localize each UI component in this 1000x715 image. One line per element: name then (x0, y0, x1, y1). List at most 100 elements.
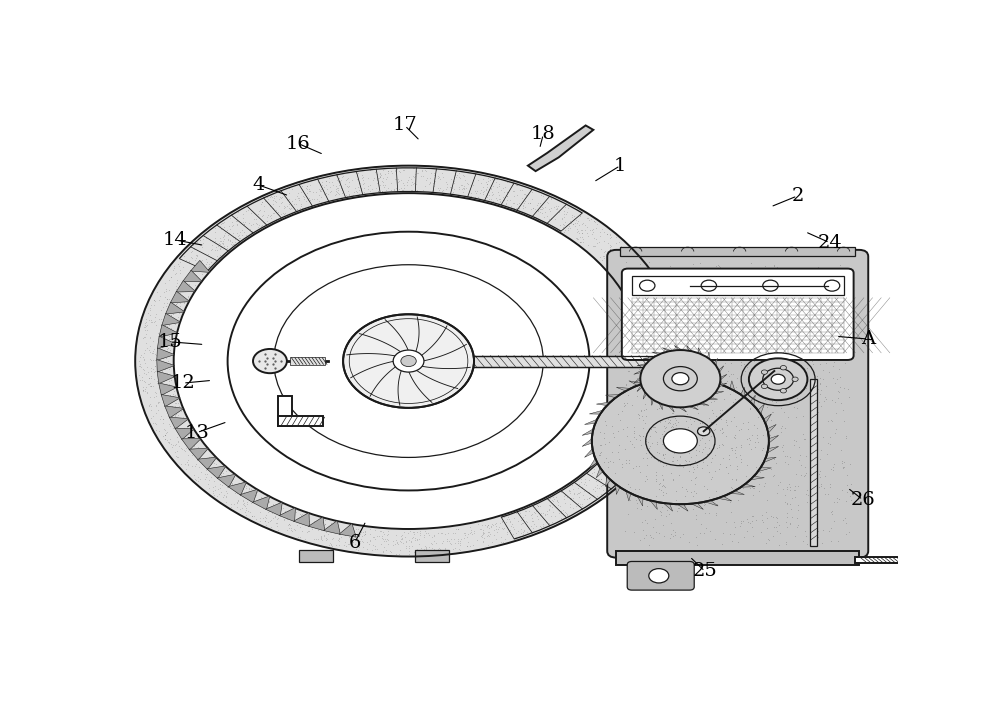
Point (350, 167, 366, 179)
Point (662, 440, 678, 452)
Point (263, 521, 279, 533)
Point (815, 263, 831, 275)
Point (654, 501, 670, 513)
Point (718, 380, 734, 392)
Point (652, 325, 668, 337)
Point (348, 523, 364, 535)
Point (135, 332, 151, 344)
Point (607, 449, 623, 460)
Point (430, 182, 446, 194)
Point (795, 366, 811, 378)
Point (736, 321, 752, 332)
Point (200, 262, 216, 273)
Point (644, 365, 660, 376)
Point (740, 428, 756, 440)
Point (818, 358, 834, 369)
Point (193, 466, 209, 478)
Point (635, 414, 651, 425)
Point (526, 518, 542, 530)
Point (691, 308, 707, 320)
Point (601, 436, 617, 448)
Point (648, 398, 664, 410)
Point (515, 202, 531, 214)
FancyBboxPatch shape (622, 269, 854, 360)
Point (184, 263, 200, 275)
Point (525, 202, 541, 213)
Point (620, 452, 636, 463)
Point (251, 497, 267, 508)
Point (630, 415, 646, 426)
Point (364, 183, 380, 194)
Point (675, 434, 691, 445)
Point (692, 426, 708, 438)
Point (264, 507, 280, 518)
Point (509, 202, 525, 213)
Point (560, 222, 576, 234)
Point (625, 283, 641, 295)
Point (622, 344, 638, 355)
Point (602, 243, 618, 255)
Point (622, 422, 638, 433)
Point (674, 494, 690, 506)
Point (354, 172, 370, 184)
Point (184, 449, 200, 460)
Point (661, 440, 677, 452)
Point (181, 435, 197, 446)
Point (161, 285, 177, 296)
Point (201, 483, 217, 494)
Point (459, 178, 475, 189)
Point (165, 295, 181, 306)
Point (411, 545, 427, 556)
Point (159, 315, 175, 327)
Point (699, 483, 715, 494)
Point (601, 263, 617, 275)
Point (620, 253, 636, 265)
Point (209, 250, 225, 262)
Point (633, 339, 649, 350)
Point (671, 419, 687, 430)
Point (550, 497, 566, 508)
Point (612, 250, 628, 262)
Point (810, 525, 826, 536)
Point (341, 189, 357, 200)
Point (141, 372, 157, 383)
Point (835, 270, 851, 281)
Point (299, 527, 315, 538)
Point (162, 390, 178, 401)
Point (215, 217, 231, 229)
Point (581, 492, 597, 503)
Point (809, 506, 825, 517)
Point (664, 435, 680, 447)
Point (539, 210, 555, 222)
Point (772, 332, 788, 344)
Point (679, 383, 695, 395)
Point (723, 476, 739, 488)
Point (708, 420, 724, 431)
Point (176, 297, 192, 308)
Point (160, 410, 176, 421)
Point (645, 279, 661, 290)
Point (344, 527, 360, 538)
Point (610, 269, 626, 280)
Point (269, 520, 285, 531)
Point (251, 219, 267, 230)
Point (197, 473, 213, 484)
Point (733, 441, 749, 453)
Point (513, 514, 529, 526)
Point (137, 331, 153, 342)
Point (270, 206, 286, 217)
Point (145, 363, 161, 375)
Point (328, 188, 344, 199)
Point (665, 455, 681, 466)
Point (775, 445, 791, 457)
Polygon shape (207, 466, 226, 478)
Point (642, 339, 658, 350)
Point (723, 358, 739, 369)
Point (235, 498, 251, 510)
Point (162, 302, 178, 313)
Point (232, 227, 248, 238)
Point (665, 359, 681, 370)
Point (645, 337, 661, 348)
Point (635, 470, 651, 481)
Point (302, 194, 318, 205)
